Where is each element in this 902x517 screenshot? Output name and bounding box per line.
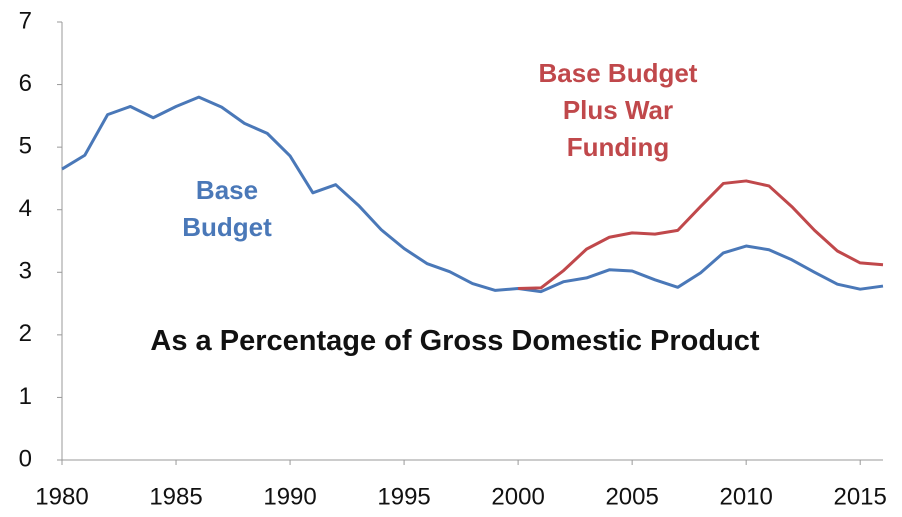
y-tick-label: 5 [19, 132, 32, 159]
x-tick-label: 1985 [149, 483, 202, 510]
y-tick-label: 2 [19, 320, 32, 347]
y-tick-label: 7 [19, 7, 32, 34]
y-tick-label: 1 [19, 383, 32, 410]
x-tick-label: 2010 [719, 483, 772, 510]
x-tick-label: 1990 [263, 483, 316, 510]
series-line [518, 179, 884, 291]
x-tick-label: 2000 [491, 483, 544, 510]
x-tick-label: 1995 [377, 483, 430, 510]
x-tick-label: 2015 [833, 483, 886, 510]
series-line [61, 95, 884, 294]
x-tick-label: 2005 [605, 483, 658, 510]
y-tick-label: 3 [19, 258, 32, 285]
chart-title: As a Percentage of Gross Domestic Produc… [150, 325, 760, 357]
y-tick-label: 6 [19, 70, 32, 97]
y-tick-label: 0 [19, 445, 32, 472]
x-tick-label: 1980 [35, 483, 88, 510]
series-label: Base Budget Plus War Funding [538, 58, 698, 162]
series-label: Base Budget [182, 175, 272, 242]
y-tick-label: 4 [19, 195, 32, 222]
